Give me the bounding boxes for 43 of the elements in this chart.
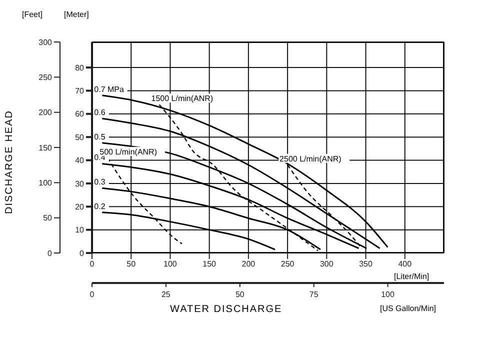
y-tick-label: 70	[75, 86, 85, 96]
x2-tick-label: 25	[161, 290, 171, 299]
y-tick-label: 50	[75, 132, 85, 142]
x2-tick-label: 50	[235, 290, 245, 299]
y2-tick-label: 150	[38, 143, 53, 152]
y2-tick-label: 200	[38, 108, 53, 118]
series-label: 0.5	[94, 132, 106, 142]
x-tick-label: 100	[164, 260, 178, 269]
y2-tick-label: 50	[43, 214, 53, 223]
x-tick-label: 300	[320, 260, 334, 269]
y-tick-label: 0	[80, 248, 85, 258]
x2-axis-title: [US Gallon/Min]	[380, 304, 436, 313]
x-tick-label: 0	[90, 260, 95, 269]
y-axis-title: [Meter]	[64, 10, 89, 19]
x-axis-title: [Liter/Min]	[394, 272, 430, 281]
x2-tick-label: 0	[90, 290, 95, 299]
y2-tick-label: 0	[48, 248, 53, 258]
x2-tick-label: 100	[381, 290, 396, 299]
series-label: 0.2	[94, 202, 106, 211]
y2-tick-label: 300	[38, 38, 53, 47]
y-tick-label: 30	[75, 179, 85, 188]
y-tick-label: 60	[75, 110, 85, 119]
series-label: 2500 L/min(ANR)	[280, 154, 342, 164]
text: DISCHARGE HEAD	[4, 110, 15, 214]
y-tick-label: 80	[75, 63, 85, 72]
x-tick-label: 200	[242, 260, 256, 269]
series-label: 0.6	[94, 108, 106, 118]
y-tick-label: 10	[75, 226, 85, 235]
x-tick-label: 400	[398, 260, 412, 269]
x-tick-label: 250	[280, 260, 295, 269]
y2-tick-label: 250	[38, 73, 53, 82]
series-label: 1500 L/min(ANR)	[151, 94, 214, 104]
y-tick-label: 20	[75, 202, 85, 212]
x-tick-label: 50	[126, 260, 136, 269]
x2-tick-label: 75	[309, 290, 319, 299]
text: WATER DISCHARGE	[170, 304, 282, 315]
series-label: 0.7 MPa	[94, 84, 125, 94]
x-tick-label: 150	[202, 260, 217, 269]
y-tick-label: 40	[75, 156, 85, 166]
y2-tick-label: 100	[38, 178, 53, 188]
x-tick-label: 350	[359, 260, 373, 269]
y2-axis-title: [Feet]	[22, 10, 42, 19]
series-label: 0.3	[94, 178, 106, 187]
